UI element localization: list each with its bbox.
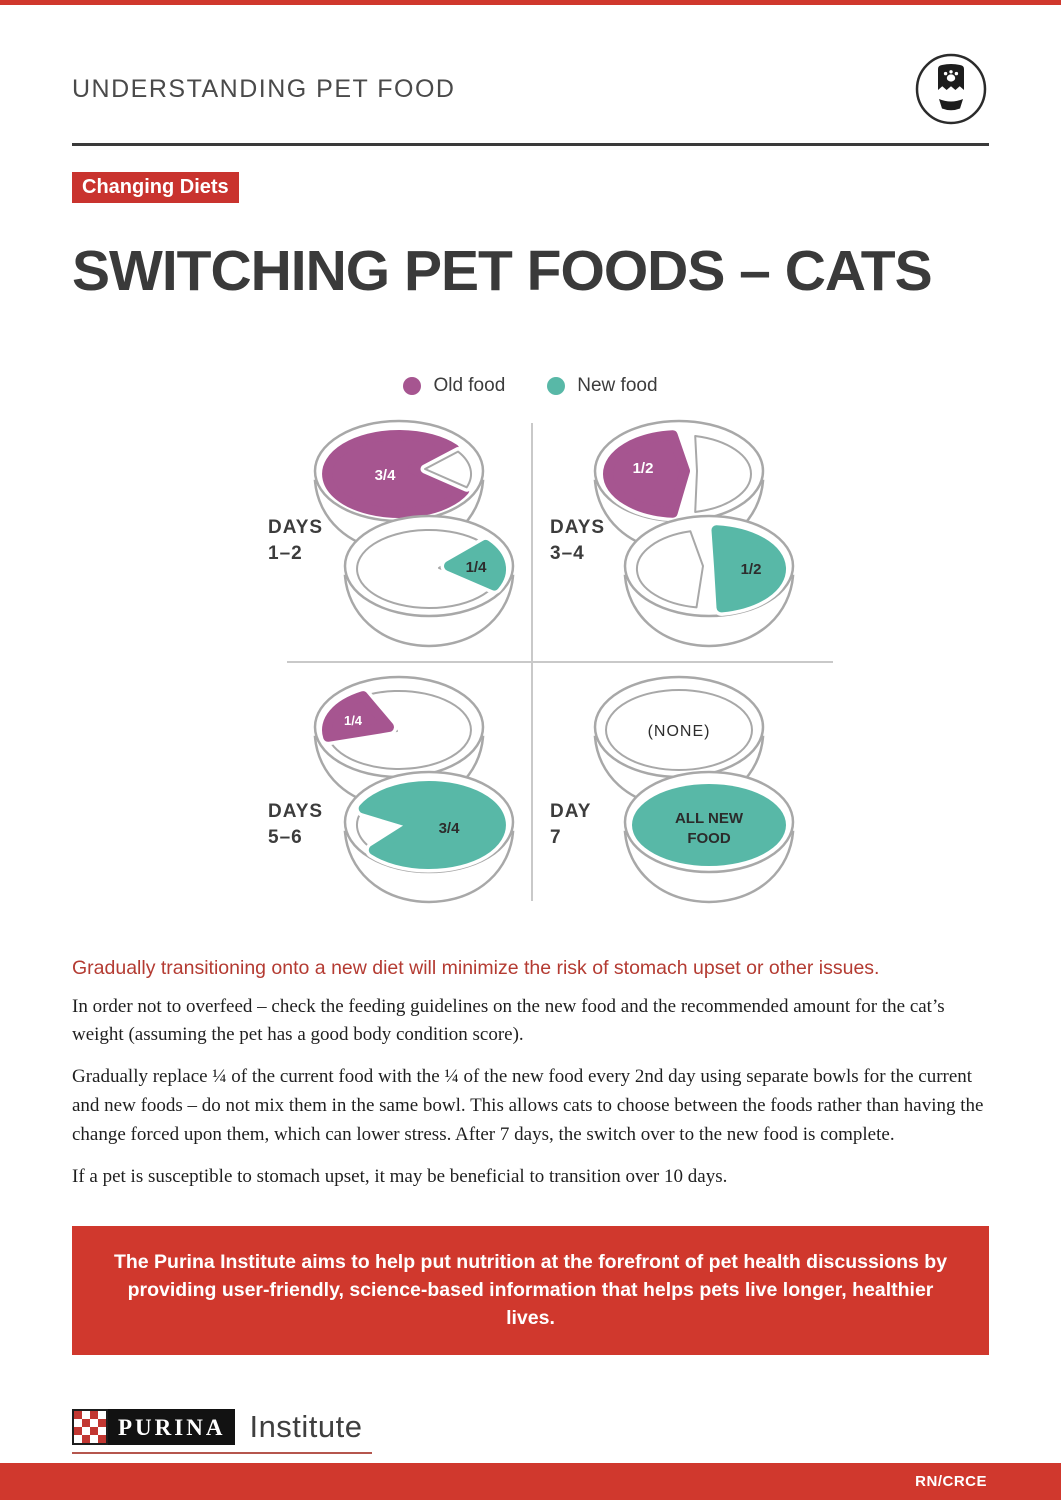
body-copy: In order not to overfeed – check the fee… [72,993,989,1192]
document-code: RN/CRCE [915,1473,987,1490]
day-label-days-5-6: DAYS 5–6 [268,800,324,849]
header: UNDERSTANDING PET FOOD [72,51,989,127]
empty-compartment [356,528,493,609]
fraction-label: 1/2 [633,460,654,477]
bowls-days-3-4: 1/2 1/2 [593,419,795,647]
page-title: SWITCHING PET FOODS – CATS [72,239,933,303]
old-food-portion [322,429,470,518]
fraction-label: 1/4 [344,713,363,728]
institute-wordmark: Institute [249,1408,363,1444]
new-food-portion [444,539,506,591]
top-accent-line [0,0,1061,5]
day-label-days-1-2: DAYS 1–2 [268,516,324,565]
empty-compartment [636,529,704,608]
new-food-portion [358,780,506,869]
legend-label-new: New food [577,374,658,396]
all-new-food-label-line1: ALL NEW [675,810,744,827]
fraction-label: 3/4 [375,467,397,484]
transition-diagram: DAYS 1–2 DAYS 3–4 DAYS 5–6 DAY 7 3/4 [72,411,989,931]
fraction-label: 3/4 [439,820,461,837]
purina-institute-logo: PURINA Institute [72,1408,989,1445]
legend-label-old: Old food [433,374,506,396]
logo-underline [72,1451,372,1454]
day-label-day-7: DAY 7 [550,800,592,849]
old-food-portion [603,429,690,518]
new-food-bowl: 1/4 [343,514,515,647]
new-food-portion [711,524,786,612]
header-divider [72,143,989,146]
all-new-food-label-line2: FOOD [687,830,730,847]
old-food-bowl: 3/4 [313,419,485,552]
legend: Old food New food [72,375,989,397]
mission-callout: The Purina Institute aims to help put nu… [72,1225,989,1355]
new-food-dot-icon [547,376,566,395]
legend-item-new-food: New food [547,374,658,397]
old-food-bowl: 1/2 [593,419,765,552]
empty-compartment [694,434,752,513]
empty-compartment [424,450,472,488]
new-food-bowl: 1/2 [623,514,795,647]
document-kicker: UNDERSTANDING PET FOOD [72,74,456,103]
legend-item-old-food: Old food [403,375,505,397]
none-label: (NONE) [648,723,711,740]
fraction-label: 1/4 [466,559,488,576]
day-label-days-3-4: DAYS 3–4 [550,516,606,565]
old-food-dot-icon [403,376,422,395]
purina-checkerboard-icon [72,1408,108,1445]
paragraph-3: If a pet is susceptible to stomach upset… [72,1165,728,1187]
quadrant-divider-horizontal [287,660,833,663]
bottom-bar: RN/CRCE [0,1463,1061,1500]
purina-wordmark: PURINA [108,1408,236,1445]
old-food-portion [322,690,394,742]
paragraph-1: In order not to overfeed – check the fee… [72,995,945,1046]
pet-food-bowl-icon [915,53,987,125]
fraction-label: 1/2 [741,561,762,578]
bowls-day-7: (NONE) ALL NEW FOOD [593,675,795,903]
section-badge: Changing Diets [72,172,239,203]
new-food-bowl: 3/4 [343,770,515,903]
new-food-bowl: ALL NEW FOOD [623,770,795,903]
highlight-sentence: Gradually transitioning onto a new diet … [72,956,880,979]
paragraph-2: Gradually replace ¼ of the current food … [72,1066,984,1146]
new-food-portion [632,783,786,866]
empty-compartment [328,689,472,770]
empty-compartment [605,688,753,771]
bowls-days-5-6: 1/4 3/4 [313,675,515,903]
bowls-days-1-2: 3/4 1/4 [313,419,515,647]
